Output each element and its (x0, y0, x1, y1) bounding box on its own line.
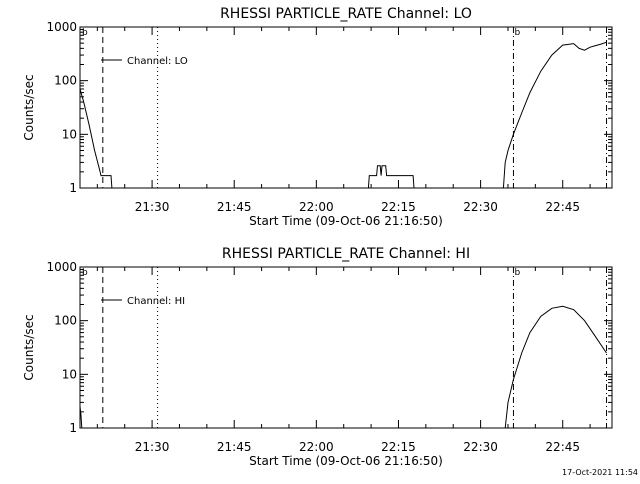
x-tick-label: 22:15 (381, 440, 416, 454)
x-axis-label: Start Time (09-Oct-06 21:16:50) (249, 214, 443, 228)
boundary-marker-label: b (82, 28, 88, 38)
chart-title: RHESSI PARTICLE_RATE Channel: HI (222, 246, 470, 262)
plot-frame (79, 266, 613, 429)
y-axis-label: Counts/sec (22, 314, 36, 380)
x-tick-label: 22:00 (299, 440, 334, 454)
y-tick-label: 1 (69, 181, 77, 195)
x-tick-label: 22:45 (545, 200, 580, 214)
series-line-1 (502, 41, 607, 189)
y-axis-label: Counts/sec (22, 74, 36, 140)
plot-frame (79, 26, 613, 189)
x-tick-label: 21:45 (217, 200, 252, 214)
series-line-1 (367, 165, 415, 189)
y-tick-label: 10 (62, 367, 77, 381)
series-line-1 (79, 406, 83, 429)
footer-timestamp: 17-Oct-2021 11:54 (562, 468, 638, 477)
x-tick-label: 21:45 (217, 440, 252, 454)
chart-title: RHESSI PARTICLE_RATE Channel: LO (220, 6, 472, 22)
y-tick-label: 10 (62, 127, 77, 141)
y-tick-label: 100 (54, 74, 77, 88)
x-tick-label: 21:30 (135, 200, 170, 214)
y-tick-label: 1000 (46, 20, 77, 34)
x-tick-label: 21:30 (135, 440, 170, 454)
legend-entry: Channel: LO (127, 56, 188, 67)
x-tick-label: 22:30 (463, 440, 498, 454)
chart-panel-1: RHESSI PARTICLE_RATE Channel: LO Counts/s… (22, 6, 613, 228)
y-tick-label: 1 (69, 421, 77, 435)
chart-panel-2: RHESSI PARTICLE_RATE Channel: HI Counts/s… (22, 246, 613, 468)
series-line-1 (504, 305, 607, 429)
boundary-marker-label: b (514, 28, 520, 38)
y-tick-label: 100 (54, 314, 77, 328)
y-tick-label: 1000 (46, 260, 77, 274)
x-tick-label: 22:00 (299, 200, 334, 214)
legend-entry: Channel: HI (127, 296, 185, 307)
x-tick-label: 22:45 (545, 440, 580, 454)
series-line-1 (79, 88, 113, 189)
x-tick-label: 22:15 (381, 200, 416, 214)
boundary-marker-label: b (82, 268, 88, 278)
boundary-marker-label: b (514, 268, 520, 278)
x-axis-label: Start Time (09-Oct-06 21:16:50) (249, 454, 443, 468)
x-tick-label: 22:30 (463, 200, 498, 214)
